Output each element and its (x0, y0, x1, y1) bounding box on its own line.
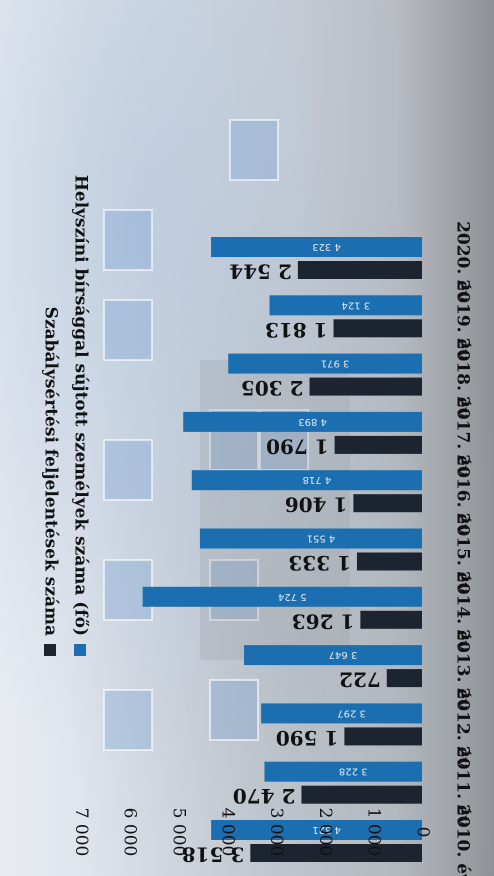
bar-feljelentes-3 (386, 669, 422, 688)
value-tick-7: 7 000 (71, 808, 91, 857)
label-helyszini-6: 4 718 (303, 474, 332, 485)
bar-helyszini-4 (142, 586, 422, 607)
label-feljelentes-7: 1 790 (266, 434, 329, 458)
value-axis: 0 1 000 2 000 3 000 4 000 5 000 6 000 7 000 (71, 808, 433, 857)
label-helyszini-10: 4 323 (312, 241, 341, 252)
label-helyszini-7: 4 893 (298, 416, 327, 427)
bar-feljelentes-5 (356, 552, 422, 571)
category-label-4: 2014. év (453, 571, 473, 652)
bar-feljelentes-4 (360, 610, 422, 629)
value-tick-6: 6 000 (120, 808, 140, 857)
bar-feljelentes-9 (333, 319, 422, 338)
value-tick-2: 2 000 (315, 808, 335, 857)
category-label-2: 2012. év (453, 687, 473, 768)
bar-feljelentes-8 (309, 377, 422, 396)
bar-feljelentes-2 (344, 727, 422, 746)
bar-helyszini-9 (269, 295, 422, 316)
legend: Szabálysértési feljelentések száma Helysz… (41, 175, 91, 656)
category-label-8: 2018. év (453, 338, 473, 419)
legend-label-1: Helyszíni bírsággal sújtott személyek sz… (71, 175, 91, 636)
label-feljelentes-9: 1 813 (265, 318, 328, 342)
value-tick-5: 5 000 (169, 808, 189, 857)
bar-helyszini-2 (261, 703, 422, 724)
label-helyszini-5: 4 551 (307, 533, 336, 544)
background-photo (103, 119, 350, 751)
category-label-10: 2020. év (453, 221, 473, 302)
category-label-0: 2010. év (453, 804, 473, 876)
bar-series-group (142, 237, 422, 862)
bar-feljelentes-6 (353, 494, 422, 513)
data-labels-group: 4 321 3 518 3 228 2 470 3 297 1 590 3 647 722 5 … (182, 241, 381, 867)
bar-feljelentes-1 (301, 785, 422, 804)
label-feljelentes-10: 2 544 (229, 260, 292, 284)
label-feljelentes-1: 2 470 (233, 784, 296, 808)
bar-helyszini-7 (183, 411, 422, 432)
label-feljelentes-6: 1 406 (285, 493, 348, 517)
bar-helyszini-5 (199, 528, 422, 549)
window-decor (103, 209, 153, 271)
label-feljelentes-2: 1 590 (276, 726, 339, 750)
window-decor (229, 119, 279, 181)
label-helyszini-0: 4 321 (312, 824, 341, 835)
category-label-6: 2016. év (453, 454, 473, 535)
category-label-5: 2015. év (453, 513, 473, 594)
bar-helyszini-8 (228, 353, 422, 374)
bar-helyszini-1 (264, 761, 422, 782)
bar-helyszini-10 (211, 237, 422, 257)
category-label-1: 2011. év (453, 746, 473, 827)
bar-helyszini-3 (244, 645, 422, 666)
bar-feljelentes-7 (334, 435, 422, 454)
window-decor (103, 299, 153, 361)
building-decor (200, 360, 350, 660)
legend-label-0: Szabálysértési feljelentések száma (41, 307, 61, 636)
label-feljelentes-4: 1 263 (292, 609, 355, 633)
legend-swatch-0 (44, 644, 56, 656)
window-decor (103, 439, 153, 501)
category-label-3: 2013. év (453, 629, 473, 710)
window-decor (103, 689, 153, 751)
window-decor (209, 679, 259, 741)
bar-feljelentes-0 (250, 844, 422, 862)
label-helyszini-8: 3 971 (321, 358, 350, 369)
bar-helyszini-0 (211, 820, 422, 840)
label-feljelentes-0: 3 518 (182, 843, 245, 867)
category-label-9: 2019. év (453, 279, 473, 360)
value-tick-0: 0 (413, 827, 433, 838)
label-feljelentes-8: 2 305 (241, 376, 304, 400)
value-tick-4: 4 000 (217, 808, 237, 857)
label-helyszini-1: 3 228 (339, 766, 368, 777)
label-helyszini-4: 5 724 (278, 591, 307, 602)
bar-helyszini-6 (191, 470, 422, 491)
label-helyszini-2: 3 297 (337, 707, 366, 718)
value-tick-1: 1 000 (364, 808, 384, 857)
label-feljelentes-3: 722 (339, 668, 381, 692)
label-helyszini-9: 3 124 (341, 299, 370, 310)
category-label-7: 2017. év (453, 396, 473, 477)
legend-swatch-1 (74, 644, 86, 656)
bar-feljelentes-10 (297, 261, 422, 279)
label-feljelentes-5: 1 333 (288, 551, 351, 575)
value-tick-3: 3 000 (266, 808, 286, 857)
label-helyszini-3: 3 647 (329, 649, 358, 660)
